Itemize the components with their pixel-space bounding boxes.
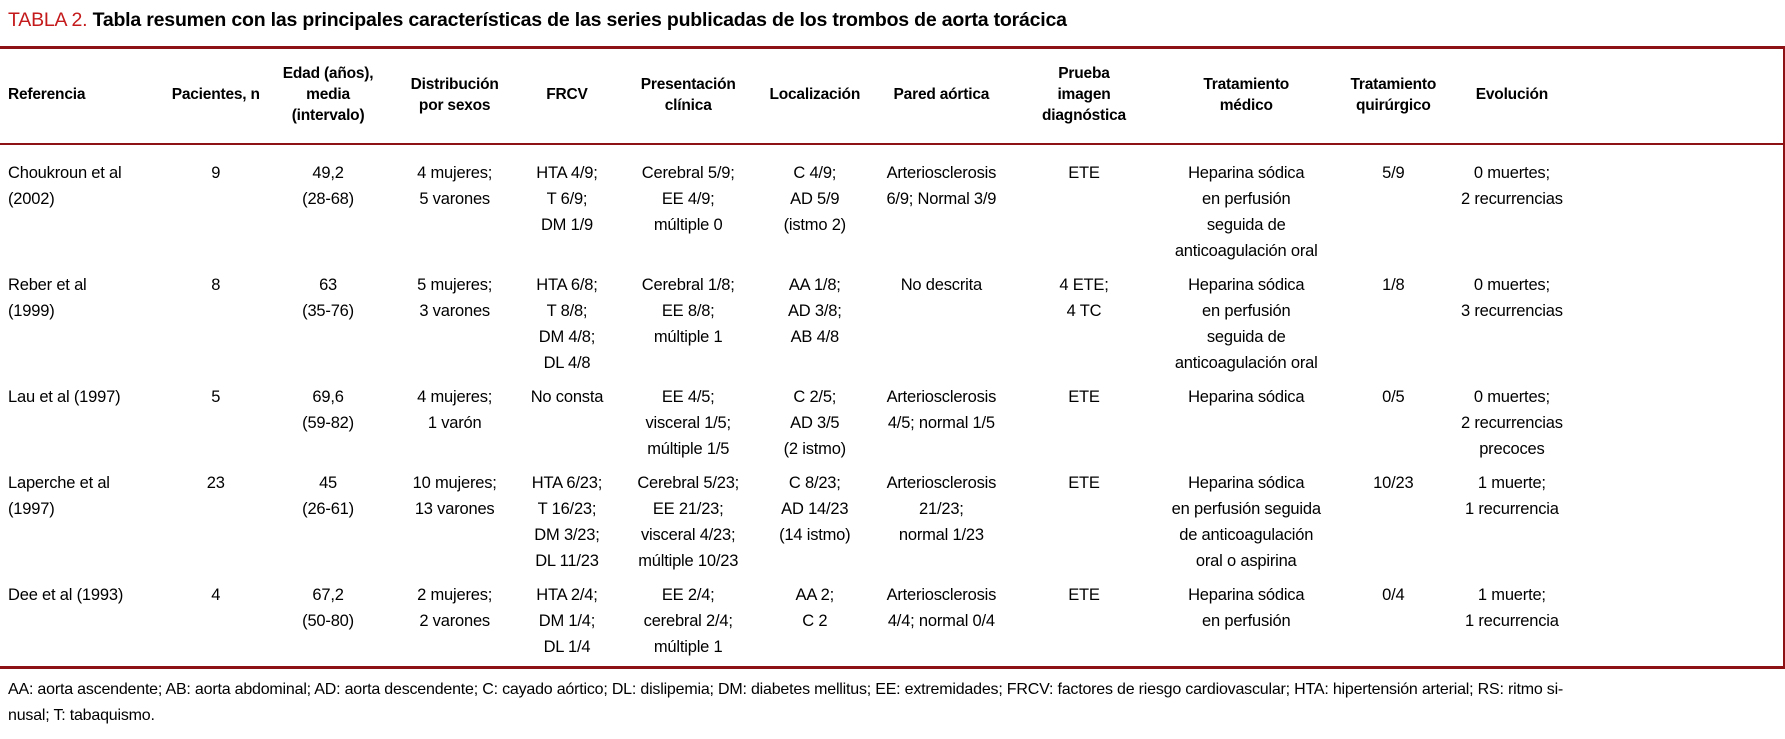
table-cell: 0 muertes; 2 recurrencias xyxy=(1461,164,1563,208)
table-cell: 2 mujeres; 2 varones xyxy=(417,586,493,630)
table-cell: Heparina sódica en perfusión xyxy=(1188,586,1305,630)
table-cell: 1/8 xyxy=(1382,276,1405,294)
table-cell: 0 muertes; 2 recurrencias precoces xyxy=(1461,388,1563,458)
table-number-label: TABLA 2. xyxy=(8,9,88,31)
spacer-cell xyxy=(1574,582,1783,666)
summary-table: Referencia Pacientes, n Edad (años), media… xyxy=(0,49,1783,666)
table-cell: 69,6 (59-82) xyxy=(302,388,354,432)
table-cell: AA 2; C 2 xyxy=(795,586,835,630)
table-cell: 9 xyxy=(211,164,221,182)
table-cell: Reber et al (1999) xyxy=(8,276,87,320)
footnote: AA: aorta ascendente; AB: aorta abdomina… xyxy=(0,677,1785,729)
table-cell: Cerebral 5/9; EE 4/9; múltiple 0 xyxy=(641,164,735,234)
table-cell: 63 (35-76) xyxy=(302,276,354,320)
table-cell: Lau et al (1997) xyxy=(8,388,121,406)
table-cell: Choukroun et al (2002) xyxy=(8,164,122,208)
table-cell: 0/4 xyxy=(1382,586,1405,604)
table-cell: 4 ETE; 4 TC xyxy=(1059,276,1109,320)
table-cell: 4 xyxy=(211,586,221,604)
table-cell: HTA 6/8; T 8/8; DM 4/8; DL 4/8 xyxy=(536,276,598,372)
table-cell: EE 4/5; visceral 1/5; múltiple 1/5 xyxy=(645,388,731,458)
spacer-cell xyxy=(1574,384,1783,470)
column-header: Distribución por sexos xyxy=(392,49,518,145)
table-row: Lau et al (1997) 5 69,6 (59-82) 4 mujeres; … xyxy=(0,384,1783,470)
table-cell: 49,2 (28-68) xyxy=(302,164,354,208)
table-frame: Referencia Pacientes, n Edad (años), media… xyxy=(0,46,1785,669)
table-cell: 1 muerte; 1 recurrencia xyxy=(1465,586,1559,630)
table-cell: 5 xyxy=(211,388,221,406)
table-body: Choukroun et al (2002) 9 49,2 (28-68) 4 muj… xyxy=(0,144,1783,666)
column-header: Presentación clínica xyxy=(616,49,760,145)
footnote-line-2: nusal; T: tabaquismo. xyxy=(8,707,155,724)
table-cell: Heparina sódica en perfusión seguida de … xyxy=(1174,276,1318,372)
column-header: Localización xyxy=(759,49,871,145)
header-row: Referencia Pacientes, n Edad (años), media… xyxy=(0,49,1783,145)
column-header: Referencia xyxy=(0,49,168,145)
table-cell: ETE xyxy=(1068,388,1100,406)
table-row: Laperche et al (1997) 23 45 (26-61) 10 muje… xyxy=(0,470,1783,582)
table-cell: 4 mujeres; 5 varones xyxy=(417,164,493,208)
table-cell: 67,2 (50-80) xyxy=(302,586,354,630)
table-cell: HTA 4/9; T 6/9; DM 1/9 xyxy=(536,164,598,234)
table-row: Reber et al (1999) 8 63 (35-76) 5 mujeres; … xyxy=(0,272,1783,384)
table-cell: 8 xyxy=(211,276,221,294)
table-title-text: Tabla resumen con las principales caract… xyxy=(92,9,1067,31)
column-header: Tratamiento quirúrgico xyxy=(1337,49,1450,145)
spacer-cell xyxy=(1574,144,1783,272)
table-cell: 4 mujeres; 1 varón xyxy=(417,388,493,432)
table-cell: AA 1/8; AD 3/8; AB 4/8 xyxy=(787,276,842,346)
table-cell: No descrita xyxy=(900,276,982,294)
table-cell: HTA 2/4; DM 1/4; DL 1/4 xyxy=(536,586,598,656)
column-header: Edad (años), media (intervalo) xyxy=(263,49,393,145)
table-cell: ETE xyxy=(1068,586,1100,604)
spacer-cell xyxy=(1574,272,1783,384)
table-row: Dee et al (1993) 4 67,2 (50-80) 2 mujeres; … xyxy=(0,582,1783,666)
table-cell: EE 2/4; cerebral 2/4; múltiple 1 xyxy=(643,586,733,656)
table-cell: Cerebral 1/8; EE 8/8; múltiple 1 xyxy=(641,276,735,346)
table-cell: 1 muerte; 1 recurrencia xyxy=(1465,474,1559,518)
column-header: Tratamiento médico xyxy=(1155,49,1338,145)
table-cell: Dee et al (1993) xyxy=(8,586,124,604)
column-header: Prueba imagen diagnóstica xyxy=(1012,49,1156,145)
spacer-cell xyxy=(1574,49,1783,145)
column-header: Evolución xyxy=(1449,49,1575,145)
table-cell: C 2/5; AD 3/5 (2 istmo) xyxy=(783,388,847,458)
page-title: TABLA 2. Tabla resumen con las principal… xyxy=(0,9,1785,46)
table-cell: Arteriosclerosis 4/5; normal 1/5 xyxy=(886,388,997,432)
table-cell: 0 muertes; 3 recurrencias xyxy=(1461,276,1563,320)
table-row: Choukroun et al (2002) 9 49,2 (28-68) 4 muj… xyxy=(0,144,1783,272)
table-cell: 45 (26-61) xyxy=(302,474,354,518)
table-cell: ETE xyxy=(1068,474,1100,492)
table-cell: C 4/9; AD 5/9 (istmo 2) xyxy=(783,164,847,234)
table-cell: Heparina sódica en perfusión seguida de … xyxy=(1171,474,1321,570)
table-cell: Arteriosclerosis 21/23; normal 1/23 xyxy=(886,474,997,544)
table-cell: 5 mujeres; 3 varones xyxy=(417,276,493,320)
column-header: Pacientes, n xyxy=(167,49,264,145)
table-cell: No consta xyxy=(530,388,604,406)
table-cell: Heparina sódica en perfusión seguida de … xyxy=(1174,164,1318,260)
table-cell: 5/9 xyxy=(1382,164,1405,182)
table-cell: 23 xyxy=(206,474,225,492)
column-header: FRCV xyxy=(517,49,617,145)
footnote-line-1: AA: aorta ascendente; AB: aorta abdomina… xyxy=(8,681,1564,698)
table-cell: C 8/23; AD 14/23 (14 istmo) xyxy=(779,474,851,544)
table-cell: Laperche et al (1997) xyxy=(8,474,110,518)
table-cell: ETE xyxy=(1068,164,1100,182)
table-cell: 10/23 xyxy=(1373,474,1414,492)
table-cell: Arteriosclerosis 6/9; Normal 3/9 xyxy=(886,164,997,208)
table-cell: Arteriosclerosis 4/4; normal 0/4 xyxy=(886,586,997,630)
table-cell: 0/5 xyxy=(1382,388,1405,406)
column-header: Pared aórtica xyxy=(870,49,1013,145)
table-cell: Heparina sódica xyxy=(1188,388,1305,406)
table-cell: Cerebral 5/23; EE 21/23; visceral 4/23; … xyxy=(637,474,740,570)
table-cell: 10 mujeres; 13 varones xyxy=(412,474,497,518)
spacer-cell xyxy=(1574,470,1783,582)
table-cell: HTA 6/23; T 16/23; DM 3/23; DL 11/23 xyxy=(531,474,603,570)
